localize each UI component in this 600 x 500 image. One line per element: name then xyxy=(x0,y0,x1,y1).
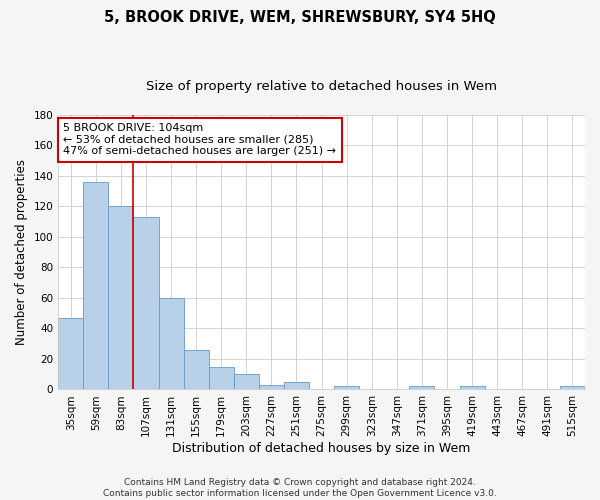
Text: 5 BROOK DRIVE: 104sqm
← 53% of detached houses are smaller (285)
47% of semi-det: 5 BROOK DRIVE: 104sqm ← 53% of detached … xyxy=(64,123,337,156)
Bar xyxy=(184,350,209,390)
Bar xyxy=(560,386,585,390)
Title: Size of property relative to detached houses in Wem: Size of property relative to detached ho… xyxy=(146,80,497,93)
Bar xyxy=(334,386,359,390)
Bar xyxy=(259,385,284,390)
Bar xyxy=(133,217,158,390)
Y-axis label: Number of detached properties: Number of detached properties xyxy=(15,159,28,345)
Bar xyxy=(284,382,309,390)
X-axis label: Distribution of detached houses by size in Wem: Distribution of detached houses by size … xyxy=(172,442,471,455)
Bar xyxy=(460,386,485,390)
Bar xyxy=(234,374,259,390)
Bar xyxy=(58,318,83,390)
Bar xyxy=(109,206,133,390)
Bar xyxy=(83,182,109,390)
Bar xyxy=(209,366,234,390)
Text: 5, BROOK DRIVE, WEM, SHREWSBURY, SY4 5HQ: 5, BROOK DRIVE, WEM, SHREWSBURY, SY4 5HQ xyxy=(104,10,496,25)
Bar xyxy=(409,386,434,390)
Text: Contains HM Land Registry data © Crown copyright and database right 2024.
Contai: Contains HM Land Registry data © Crown c… xyxy=(103,478,497,498)
Bar xyxy=(158,298,184,390)
